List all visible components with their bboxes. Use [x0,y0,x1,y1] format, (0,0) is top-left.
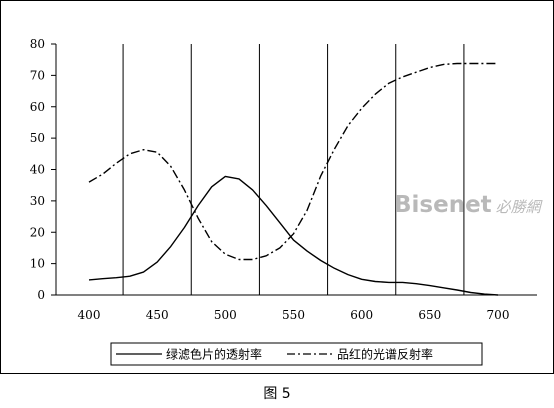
series-line-1 [88,175,499,296]
x-tick-label-6: 700 [487,308,510,322]
chart-frame: 0 10 20 30 40 50 60 70 80 400 450 500 550 600 650 700 … [0,0,554,374]
x-tick-label-0: 400 [78,308,101,322]
y-tick-label-8: 80 [30,37,45,51]
y-tick-label-1: 10 [30,257,45,271]
watermark-logo: Bisenet 必勝網 [394,192,550,220]
watermark-cn-text: 必勝網 [495,198,541,216]
series-lines [88,62,499,296]
y-ticks: 0 10 20 30 40 50 60 70 80 [30,37,56,302]
reference-lines [122,44,465,295]
x-tick-label-4: 600 [350,308,373,322]
x-tick-label-3: 550 [282,308,305,322]
y-tick-label-5: 50 [30,131,45,145]
legend-label-series-2: 品红的光谱反射率 [337,347,433,362]
x-tick-label-1: 450 [146,308,169,322]
x-tick-label-5: 650 [418,308,441,322]
y-tick-label-7: 70 [30,68,45,82]
y-tick-label-3: 30 [30,194,45,208]
figure-caption: 图 5 [263,386,291,402]
y-tick-label-0: 0 [37,288,45,302]
x-ticks: 400 450 500 550 600 650 700 [78,308,510,322]
y-tick-label-6: 60 [30,100,45,114]
series-line-2 [88,62,498,261]
watermark-text: Bisenet [394,192,492,218]
x-tick-label-2: 500 [214,308,237,322]
legend: 绿滤色片的透射率 品红的光谱反射率 [110,342,483,366]
y-tick-label-4: 40 [30,163,45,177]
y-tick-label-2: 20 [30,225,45,239]
legend-box [110,342,483,366]
legend-label-series-1: 绿滤色片的透射率 [166,347,262,362]
axes [55,44,537,296]
